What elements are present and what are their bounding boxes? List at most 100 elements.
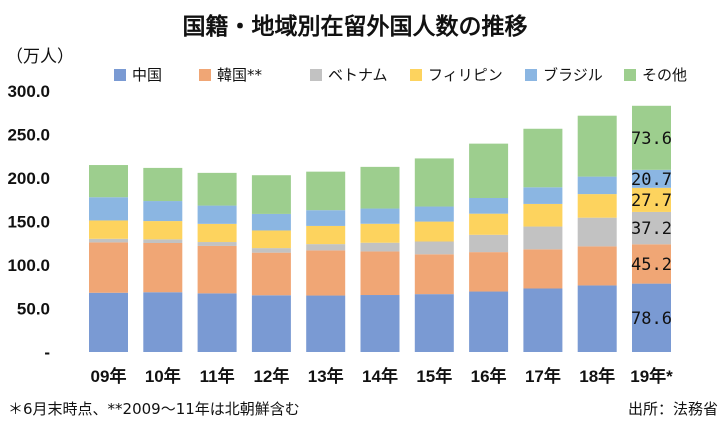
legend-swatch bbox=[199, 69, 211, 81]
bar-segment bbox=[632, 211, 671, 245]
bar-segment bbox=[469, 291, 509, 352]
x-tick-label: 18年 bbox=[579, 366, 615, 386]
bar-segment bbox=[469, 213, 509, 235]
bar-segment bbox=[360, 166, 400, 209]
x-tick-label: 17年 bbox=[525, 366, 561, 386]
bar-segment bbox=[197, 293, 237, 352]
bar-segment bbox=[632, 105, 671, 170]
x-tick-label: 12年 bbox=[253, 366, 289, 386]
bar-segment bbox=[360, 242, 400, 252]
data-label: 20.7 bbox=[631, 170, 672, 190]
bar-segment bbox=[414, 294, 454, 352]
bar-segment bbox=[197, 223, 237, 243]
legend-swatch bbox=[624, 69, 636, 81]
source-credit: 出所：法務省 bbox=[628, 400, 718, 418]
y-axis: 300.0 250.0 200.0 150.0 100.0 50.0 - bbox=[7, 82, 50, 362]
bar-segment bbox=[251, 213, 291, 231]
y-tick-label: 50.0 bbox=[17, 300, 50, 319]
data-labels: 78.6 45.2 37.2 27.720.7 73.6 bbox=[631, 129, 672, 329]
data-label: 27.7 bbox=[631, 191, 672, 211]
legend-swatch bbox=[410, 69, 422, 81]
bar-segment bbox=[89, 220, 128, 239]
x-tick-label: 15年 bbox=[416, 366, 452, 386]
legend-swatch bbox=[310, 69, 322, 81]
x-tick-label: 11年 bbox=[200, 366, 235, 386]
x-tick-label: 19年* bbox=[630, 366, 673, 386]
y-tick-label: 300.0 bbox=[7, 82, 50, 101]
bar-segment bbox=[306, 210, 346, 226]
bar-segment bbox=[577, 176, 617, 195]
bar-segment bbox=[89, 197, 128, 221]
bars bbox=[89, 105, 671, 352]
bar-segment bbox=[251, 248, 291, 253]
y-tick-label: 200.0 bbox=[7, 169, 50, 188]
bar-segment bbox=[469, 143, 509, 199]
bar-segment bbox=[143, 292, 183, 352]
footnote: ＊6月末時点、**2009～11年は北朝鮮含む bbox=[8, 400, 300, 418]
legend-swatch bbox=[525, 69, 537, 81]
bar-segment bbox=[577, 194, 617, 218]
bar-segment bbox=[306, 244, 346, 251]
bar-segment bbox=[251, 175, 291, 214]
bar-segment bbox=[577, 285, 617, 352]
y-tick-label: - bbox=[44, 343, 50, 362]
bar-segment bbox=[414, 158, 454, 207]
bar-segment bbox=[414, 254, 454, 295]
y-tick-label: 150.0 bbox=[7, 213, 50, 232]
legend-label: 中国 bbox=[132, 66, 162, 84]
data-label: 73.6 bbox=[631, 129, 672, 149]
bar-segment bbox=[523, 288, 563, 352]
bar-segment bbox=[251, 295, 291, 352]
unit-label: （万人） bbox=[6, 47, 74, 67]
bar-segment bbox=[414, 241, 454, 255]
legend: 中国 韓国** ベトナム フィリピン ブラジル その他 bbox=[114, 66, 687, 84]
bar-segment bbox=[306, 250, 346, 296]
x-tick-label: 10年 bbox=[145, 366, 181, 386]
bar-segment bbox=[360, 295, 400, 352]
bar-segment bbox=[632, 244, 671, 284]
bar-segment bbox=[251, 252, 291, 296]
legend-label: その他 bbox=[642, 66, 687, 84]
bar-segment bbox=[577, 246, 617, 286]
legend-label: ベトナム bbox=[328, 66, 388, 84]
bar-segment bbox=[632, 169, 671, 188]
bar-segment bbox=[523, 203, 563, 227]
bar-segment bbox=[306, 295, 346, 352]
bar-segment bbox=[632, 187, 671, 212]
bar-segment bbox=[89, 165, 128, 198]
bar-segment bbox=[360, 251, 400, 296]
data-label: 37.2 bbox=[631, 219, 672, 239]
bar-segment bbox=[523, 187, 563, 204]
data-label: 78.6 bbox=[631, 309, 672, 329]
bar-segment bbox=[89, 242, 128, 293]
bar-segment bbox=[469, 252, 509, 292]
legend-swatch bbox=[114, 69, 126, 81]
bar-segment bbox=[577, 115, 617, 177]
bar-segment bbox=[360, 223, 400, 243]
x-tick-label: 16年 bbox=[471, 366, 507, 386]
bar-segment bbox=[197, 205, 237, 224]
bar-segment bbox=[523, 226, 563, 250]
bar-segment bbox=[360, 208, 400, 224]
bar-segment bbox=[469, 234, 509, 253]
bar-segment bbox=[632, 283, 671, 352]
y-tick-label: 250.0 bbox=[7, 126, 50, 145]
y-tick-label: 100.0 bbox=[7, 256, 50, 275]
legend-label: 韓国** bbox=[217, 66, 263, 84]
legend-label: ブラジル bbox=[543, 66, 603, 84]
bar-segment bbox=[143, 239, 183, 243]
bar-segment bbox=[523, 128, 563, 188]
bar-segment bbox=[306, 225, 346, 245]
bar-segment bbox=[469, 198, 509, 214]
bar-segment bbox=[197, 172, 237, 206]
data-label: 45.2 bbox=[631, 255, 672, 275]
bar-segment bbox=[197, 242, 237, 246]
bar-segment bbox=[577, 217, 617, 247]
bar-segment bbox=[143, 201, 183, 222]
bar-segment bbox=[143, 242, 183, 293]
bar-segment bbox=[414, 206, 454, 222]
x-tick-label: 14年 bbox=[362, 366, 398, 386]
bar-segment bbox=[89, 238, 128, 243]
bar-segment bbox=[143, 221, 183, 240]
bar-segment bbox=[89, 292, 128, 352]
